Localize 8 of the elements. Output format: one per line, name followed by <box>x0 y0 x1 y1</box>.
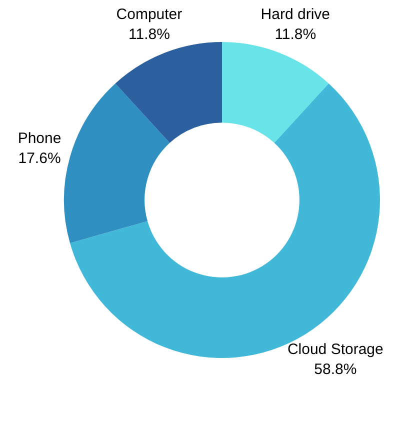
slice-label: Hard drive <box>260 6 330 23</box>
slice-label: Phone <box>18 130 62 147</box>
slice-label: Computer <box>116 6 182 23</box>
data-label: 58.8% <box>314 361 357 378</box>
data-label: 11.8% <box>274 26 316 43</box>
slice-label: Cloud Storage <box>287 341 384 358</box>
data-label: 17.6% <box>18 150 61 167</box>
data-label: 11.8% <box>128 26 170 43</box>
